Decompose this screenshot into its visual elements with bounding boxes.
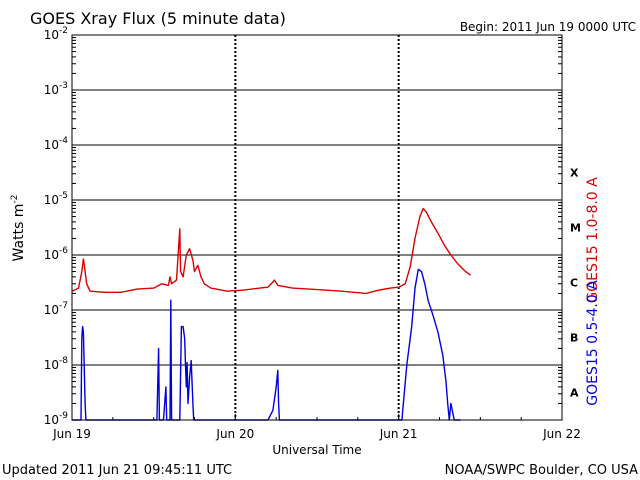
flare-class-label: X [570, 167, 579, 180]
y-tick-label: 10-3 [44, 81, 68, 97]
y-tick-exponent: -4 [59, 136, 68, 146]
flare-class-label: M [570, 222, 581, 235]
flare-class-label: B [570, 332, 578, 345]
data-series [71, 207, 471, 421]
series-line-long [71, 207, 471, 295]
y-tick-exponent: -2 [59, 26, 68, 36]
y-tick-exponent: -9 [59, 411, 68, 421]
y-tick-label: 10-9 [44, 411, 69, 427]
grid-lines [72, 34, 562, 421]
x-tick-label: Jun 22 [542, 427, 581, 441]
plot-frame [71, 34, 563, 421]
legend-series-short: GOES15 0.5-4.0 A [585, 280, 601, 406]
y-tick-base: 10 [44, 358, 59, 372]
day-dividers [234, 35, 400, 420]
y-tick-exponent: -6 [59, 246, 68, 256]
x-tick-label: Jun 20 [215, 427, 254, 441]
y-tick-label: 10-7 [44, 301, 68, 317]
y-tick-label: 10-5 [44, 191, 68, 207]
y-axis-label-exp: -2 [10, 195, 20, 204]
y-axis-label-text: Watts m [11, 204, 27, 262]
legend-series-long: GOES15 1.0-8.0 A [585, 177, 601, 303]
y-tick-label: 10-2 [44, 26, 68, 42]
x-tick-label: Jun 19 [52, 427, 91, 441]
x-axis-ticks: Jun 19 Jun 20 Jun 21 Jun 22 [52, 414, 581, 441]
y-axis-label: Watts m-2 [10, 195, 27, 262]
y-tick-exponent: -7 [59, 301, 68, 311]
y-tick-label: 10-6 [44, 246, 69, 262]
y-tick-base: 10 [44, 193, 59, 207]
x-axis-label: Universal Time [272, 443, 361, 457]
chart-title: GOES Xray Flux (5 minute data) [30, 9, 286, 28]
y-tick-base: 10 [44, 83, 59, 97]
y-tick-base: 10 [44, 28, 59, 42]
y-tick-base: 10 [44, 303, 59, 317]
y-tick-exponent: -8 [59, 356, 68, 366]
y-tick-base: 10 [44, 413, 59, 427]
footer-updated: Updated 2011 Jun 21 09:45:11 UTC [2, 463, 232, 478]
flare-class-label: C [570, 277, 578, 290]
flare-class-labels: X M C B A [570, 167, 581, 400]
series-line-short [72, 268, 461, 421]
y-tick-label: 10-4 [44, 136, 69, 152]
y-tick-exponent: -5 [59, 191, 68, 201]
y-tick-exponent: -3 [59, 81, 68, 91]
y-tick-base: 10 [44, 138, 59, 152]
begin-label: Begin: 2011 Jun 19 0000 UTC [460, 20, 636, 34]
flare-class-label: A [570, 387, 579, 400]
y-tick-label: 10-8 [44, 356, 69, 372]
y-axis-ticks: 10-210-310-410-510-610-710-810-9 [44, 26, 562, 427]
footer-source: NOAA/SWPC Boulder, CO USA [445, 463, 638, 478]
x-tick-label: Jun 21 [379, 427, 418, 441]
y-tick-base: 10 [44, 248, 59, 262]
